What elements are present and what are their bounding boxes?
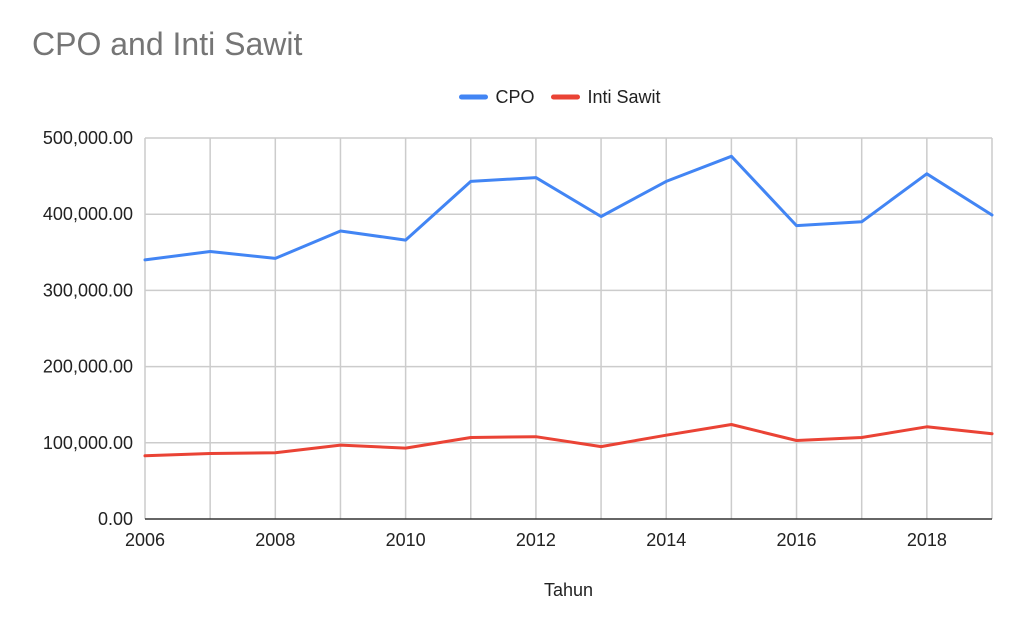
- chart-title: CPO and Inti Sawit: [32, 26, 303, 62]
- x-tick-label: 2018: [907, 530, 947, 550]
- y-tick-label: 500,000.00: [43, 128, 133, 148]
- series-line-inti-sawit: [143, 423, 994, 458]
- y-tick-label: 300,000.00: [43, 280, 133, 300]
- x-tick-label: 2012: [516, 530, 556, 550]
- legend-label-cpo: CPO: [496, 87, 535, 107]
- axes: 0.00 100,000.00 200,000.00 300,000.00 400,00…: [43, 128, 992, 550]
- x-tick-label: 2008: [255, 530, 295, 550]
- y-tick-label: 200,000.00: [43, 357, 133, 377]
- legend-label-inti-sawit: Inti Sawit: [588, 87, 661, 107]
- x-tick-label: 2016: [777, 530, 817, 550]
- x-tick-label: 2010: [386, 530, 426, 550]
- y-tick-label: 0.00: [98, 509, 133, 529]
- y-tick-label: 400,000.00: [43, 204, 133, 224]
- x-tick-label: 2014: [646, 530, 686, 550]
- x-tick-label: 2006: [125, 530, 165, 550]
- x-axis-title: Tahun: [544, 580, 593, 600]
- grid-lines: [144, 137, 993, 519]
- y-tick-label: 100,000.00: [43, 433, 133, 453]
- series-lines: [143, 154, 994, 458]
- legend: CPO Inti Sawit: [459, 87, 661, 107]
- series-line-cpo: [143, 154, 994, 262]
